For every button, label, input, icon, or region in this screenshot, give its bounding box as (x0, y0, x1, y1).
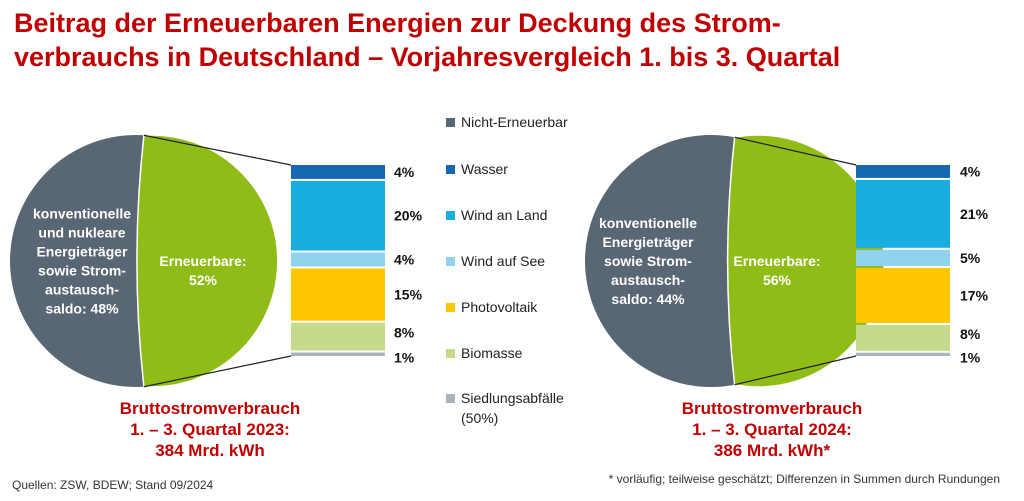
legend-swatch (446, 394, 455, 403)
legend-label: Wind an Land (461, 207, 548, 223)
caption-line: Bruttostromverbrauch (119, 399, 301, 418)
footnote: * vorläufig; teilweise geschätzt; Differ… (608, 472, 1000, 486)
legend-label: Siedlungsabfälle (50%) (461, 388, 564, 428)
legend-swatch (446, 303, 455, 312)
legend-item-wind-auf-see: Wind auf See (446, 251, 545, 271)
legend-swatch (446, 257, 455, 266)
pie-label-non-renewable: austausch- (45, 282, 119, 298)
bar-segment-wind-see (291, 252, 385, 267)
source-note: Quellen: ZSW, BDEW; Stand 09/2024 (12, 478, 214, 492)
legend-label-main: Siedlungsabfälle (461, 390, 564, 406)
bar-segment-pv (291, 268, 385, 321)
caption-line: Bruttostromverbrauch (681, 399, 863, 418)
legend-swatch (446, 118, 455, 127)
bar-segment-label: 4% (960, 163, 981, 179)
pie-label-non-renewable: Energieträger (36, 244, 128, 260)
chart-title: Beitrag der Erneuerbaren Energien zur De… (14, 6, 1014, 74)
legend-item-photovoltaik: Photovoltaik (446, 297, 537, 317)
pie-label-renewable: Erneuerbare: (159, 253, 246, 269)
pie-slice-renewable (136, 134, 279, 388)
bar-segment-label: 4% (394, 252, 415, 268)
pie-label-non-renewable: konventionelle (33, 206, 131, 222)
pie-label-renewable: 52% (189, 272, 218, 288)
bar-segment-label: 1% (960, 349, 981, 365)
bar-segment-label: 8% (960, 326, 981, 342)
bar-segment-siedlung (856, 352, 950, 356)
bar-segment-wind-land (291, 180, 385, 251)
bar-segment-label: 17% (960, 287, 989, 303)
legend-item-wasser: Wasser (446, 159, 508, 179)
bar-segment-biomasse (856, 324, 950, 351)
bar-segment-wasser (291, 165, 385, 179)
bar-segment-label: 1% (394, 349, 415, 365)
legend-item-wind-an-land: Wind an Land (446, 205, 547, 225)
bar-segment-label: 21% (960, 206, 989, 222)
pie-label-non-renewable: saldo: 44% (611, 291, 685, 307)
pie-label-renewable: Erneuerbare: (733, 253, 820, 269)
pie-label-non-renewable: und nukleare (38, 225, 125, 241)
title-line-1: Beitrag der Erneuerbaren Energien zur De… (14, 8, 781, 38)
pie-label-non-renewable: sowie Strom- (604, 253, 692, 269)
title-line-2: verbrauchs in Deutschland – Vorjahresver… (14, 42, 841, 72)
bar-segment-label: 8% (394, 325, 415, 341)
legend-label: Wind auf See (461, 253, 546, 269)
connector-line (734, 355, 857, 386)
pie-label-non-renewable: sowie Strom- (38, 263, 126, 279)
caption-2023: Bruttostromverbrauch 1. – 3. Quartal 202… (60, 398, 360, 461)
bar-segment-label: 15% (394, 287, 423, 303)
bar-segment-wasser (856, 165, 950, 178)
pie-label-non-renewable: konventionelle (599, 215, 697, 231)
bar-segment-label: 4% (394, 164, 415, 180)
caption-line: 1. – 3. Quartal 2024: (692, 420, 852, 439)
caption-line: 386 Mrd. kWh* (713, 441, 831, 460)
legend-label: Photovoltaik (461, 299, 538, 315)
legend-swatch (446, 349, 455, 358)
connector-line (143, 134, 292, 166)
bar-segment-biomasse (291, 322, 385, 351)
legend-swatch (446, 211, 455, 220)
bar-segment-wind-land (856, 179, 950, 248)
bar-segment-wind-see (856, 249, 950, 266)
legend-item-siedlungsabfaelle: Siedlungsabfälle (50%) (446, 388, 564, 428)
legend-item-biomasse: Biomasse (446, 343, 522, 363)
bar-segment-label: 20% (394, 208, 423, 224)
caption-line: 1. – 3. Quartal 2023: (130, 420, 290, 439)
legend-swatch (446, 165, 455, 174)
pie-label-renewable: 56% (763, 272, 792, 288)
caption-2024: Bruttostromverbrauch 1. – 3. Quartal 202… (622, 398, 922, 461)
bar-segment-label: 5% (960, 250, 981, 266)
pie-label-non-renewable: saldo: 48% (45, 301, 119, 317)
legend-item-nicht-erneuerbar: Nicht-Erneuerbar (446, 112, 568, 132)
legend-label: Nicht-Erneuerbar (461, 114, 568, 130)
caption-line: 384 Mrd. kWh (155, 441, 265, 460)
pie-label-non-renewable: austausch- (611, 272, 685, 288)
legend-label: Biomasse (461, 345, 523, 361)
connector-line (143, 355, 292, 388)
legend-label: Wasser (461, 161, 508, 177)
connector-line (734, 136, 857, 166)
pie-label-non-renewable: Energieträger (602, 234, 694, 250)
legend-label-sub: (50%) (461, 410, 499, 426)
bar-segment-pv (856, 267, 950, 323)
bar-segment-siedlung (291, 352, 385, 356)
